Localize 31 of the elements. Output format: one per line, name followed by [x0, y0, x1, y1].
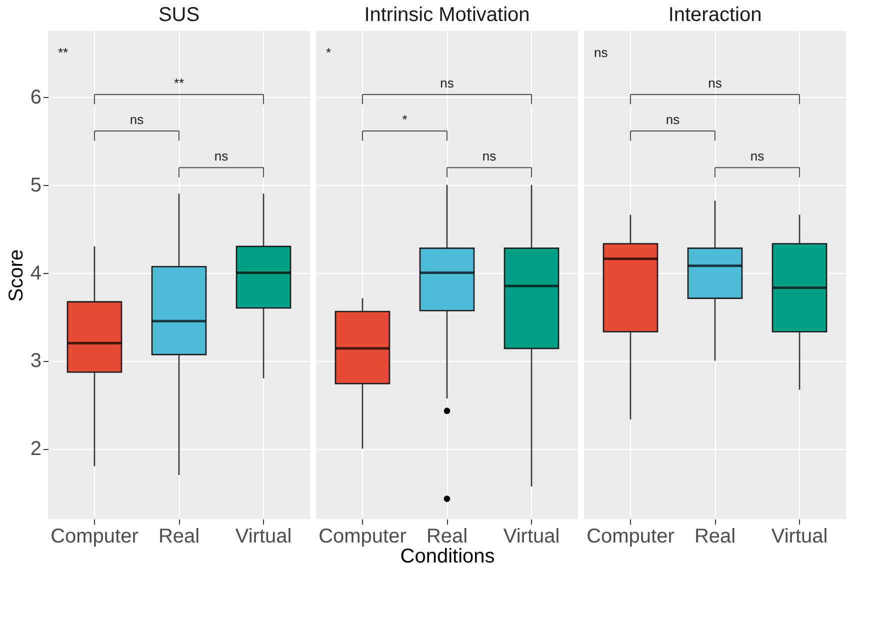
y-tick-label: 4: [30, 262, 42, 284]
annotation: ns: [482, 148, 497, 164]
y-axis-title: Score: [5, 249, 28, 302]
y-tick-label: 3: [30, 350, 42, 372]
x-tick-label: Real: [694, 526, 736, 548]
annotation: ns: [594, 45, 608, 60]
x-tick-label: Real: [158, 526, 200, 548]
chart-title: SUS: [158, 4, 200, 26]
annotation: **: [58, 45, 68, 60]
x-tick-label: Computer: [318, 526, 407, 548]
annotation: ns: [666, 112, 680, 128]
annotation: ns: [130, 112, 144, 128]
annotation: ns: [440, 75, 454, 90]
y-tick-label: 5: [30, 174, 42, 196]
x-tick-label: Virtual: [235, 526, 292, 548]
annotation: **: [174, 75, 184, 90]
annotation: ns: [750, 148, 765, 164]
x-tick-label: Virtual: [771, 526, 828, 548]
x-tick-label: Computer: [586, 526, 675, 548]
annotation: ns: [708, 75, 722, 90]
x-axis-title: Conditions: [400, 546, 495, 568]
y-tick-label: 6: [30, 86, 42, 108]
y-tick-label: 2: [30, 438, 42, 460]
annotation: *: [402, 112, 408, 128]
annotation: ns: [214, 148, 229, 164]
x-tick-label: Virtual: [503, 526, 560, 548]
chart-title: Intrinsic Motivation: [364, 4, 530, 26]
x-tick-label: Computer: [50, 526, 139, 548]
annotation: *: [326, 45, 332, 60]
chart-title: Interaction: [668, 4, 762, 26]
x-tick-label: Real: [426, 526, 468, 548]
